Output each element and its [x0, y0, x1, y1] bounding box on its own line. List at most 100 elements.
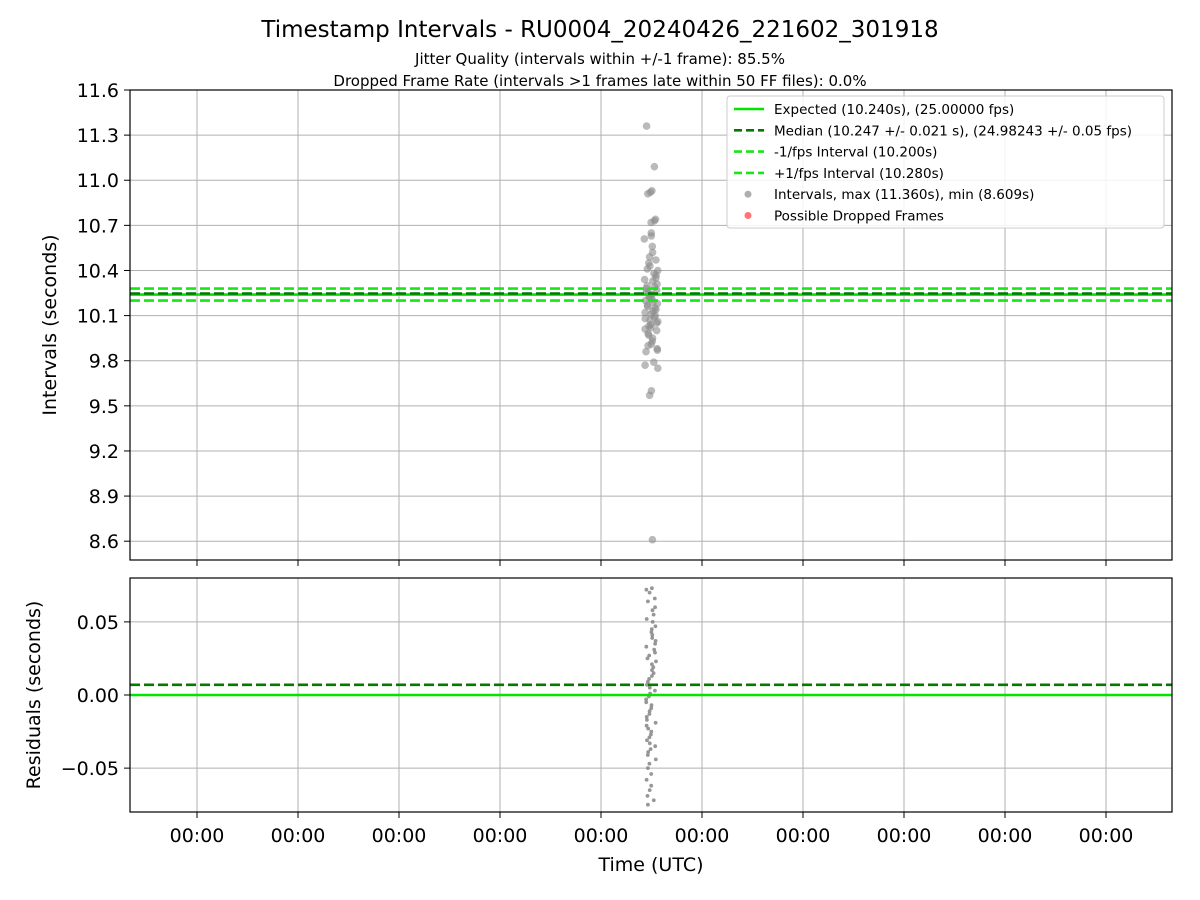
intervals-data-point [642, 122, 651, 130]
residuals-data-point [652, 647, 657, 652]
x-tick-label: 00:00 [877, 825, 932, 847]
intervals-data-point [652, 319, 661, 327]
residuals-data-point [650, 674, 654, 678]
residuals-data-point [653, 757, 658, 762]
residuals-data-point [645, 682, 649, 687]
intervals-data-point [641, 308, 649, 317]
intervals-plot-frame [129, 89, 1173, 561]
intervals-data-point [653, 346, 662, 355]
intervals-y-tick-label: 8.6 [89, 531, 119, 553]
intervals-data-point [652, 326, 661, 335]
chart-subtitle-jitter: Jitter Quality (intervals within +/-1 fr… [414, 50, 785, 68]
x-axis-label: Time (UTC) [597, 854, 703, 876]
residuals-data-point [649, 732, 653, 737]
intervals-data-point [643, 302, 652, 311]
residuals-y-tick-label: 0.00 [77, 685, 119, 707]
x-tick-label: 00:00 [776, 825, 831, 847]
residuals-data-point [647, 685, 652, 690]
residuals-data-point [644, 715, 649, 719]
residuals-data-point [644, 617, 649, 621]
residuals-data-point [646, 599, 650, 604]
residuals-data-point [646, 726, 651, 731]
residuals-data-point [647, 677, 651, 681]
intervals-data-point [654, 364, 662, 373]
residuals-data-point [653, 744, 658, 749]
residuals-data-point [653, 639, 658, 643]
residuals-data-point [650, 668, 654, 672]
residuals-data-point [649, 783, 654, 788]
intervals-data-point [648, 242, 657, 251]
intervals-y-tick-label: 8.9 [89, 486, 119, 508]
x-tick-label: 00:00 [978, 825, 1033, 847]
residuals-data-point [650, 586, 654, 591]
residuals-data-point [649, 627, 654, 632]
residuals-data-point [644, 644, 649, 649]
intervals-y-axis-label: Intervals (seconds) [39, 234, 61, 415]
intervals-y-tick-label: 10.4 [77, 260, 119, 282]
intervals-y-tick-label: 11.0 [77, 170, 119, 192]
intervals-data-point [650, 162, 659, 171]
residuals-data-point [651, 671, 656, 675]
residuals-data-point [651, 665, 656, 670]
residuals-data-point [650, 620, 655, 624]
residuals-data-point [647, 741, 652, 746]
legend-entry-label: -1/fps Interval (10.200s) [774, 145, 937, 161]
legend-entry-label: +1/fps Interval (10.280s) [774, 166, 944, 182]
intervals-data-point [648, 535, 657, 544]
x-tick-label: 00:00 [574, 825, 629, 847]
intervals-data-point [641, 361, 649, 370]
residuals-data-point [644, 700, 649, 705]
residuals-data-point [647, 590, 652, 595]
residuals-data-point [646, 802, 650, 807]
intervals-y-tick-label: 9.2 [89, 441, 119, 463]
residuals-y-tick-label: −0.05 [61, 758, 119, 780]
residuals-data-point [653, 688, 657, 693]
intervals-y-tick-label: 9.5 [89, 396, 119, 418]
residuals-plot-frame [129, 577, 1173, 813]
residuals-data-point [646, 766, 650, 770]
x-tick-label: 00:00 [170, 825, 225, 847]
residuals-data-point [645, 718, 649, 722]
intervals-data-point [650, 358, 658, 367]
intervals-data-point [647, 218, 655, 227]
residuals-data-point [644, 723, 649, 728]
residuals-y-axis-label: Residuals (seconds) [23, 601, 45, 790]
residuals-data-point [650, 633, 655, 637]
residuals-data-point [649, 703, 654, 708]
x-tick-label: 00:00 [473, 825, 528, 847]
residuals-data-point [654, 659, 658, 664]
intervals-data-point [642, 347, 650, 356]
residuals-data-point [650, 608, 655, 613]
residuals-data-point [644, 587, 649, 592]
x-tick-label: 00:00 [271, 825, 326, 847]
residuals-data-point [648, 747, 653, 751]
residuals-data-point [649, 630, 654, 634]
intervals-y-tick-label: 10.1 [77, 306, 119, 328]
intervals-y-tick-label: 11.6 [77, 80, 119, 102]
legend-box [726, 95, 1165, 229]
residuals-data-point [653, 650, 657, 655]
legend-entry-label: Median (10.247 +/- 0.021 s), (24.98243 +… [774, 123, 1132, 139]
residuals-data-point [651, 612, 656, 617]
legend-entry-label: Expected (10.240s), (25.00000 fps) [774, 102, 1014, 118]
intervals-data-point [644, 190, 652, 198]
residuals-data-point [645, 738, 649, 743]
residuals-data-point [653, 641, 657, 646]
intervals-data-point [645, 391, 654, 400]
residuals-data-point [649, 772, 654, 776]
residuals-data-point [649, 706, 654, 711]
residuals-data-point [645, 794, 650, 798]
residuals-data-point [651, 798, 656, 803]
residuals-data-point [647, 709, 652, 713]
legend-marker [744, 190, 752, 198]
intervals-data-point [644, 341, 652, 350]
legend-entry-label: Intervals, max (11.360s), min (8.609s) [774, 187, 1034, 203]
intervals-y-tick-label: 9.8 [89, 351, 119, 373]
x-tick-label: 00:00 [372, 825, 427, 847]
intervals-data-point [652, 256, 660, 264]
x-tick-label: 00:00 [1079, 825, 1134, 847]
intervals-data-point [640, 275, 649, 284]
residuals-data-point [645, 753, 650, 757]
intervals-data-point [640, 235, 649, 243]
